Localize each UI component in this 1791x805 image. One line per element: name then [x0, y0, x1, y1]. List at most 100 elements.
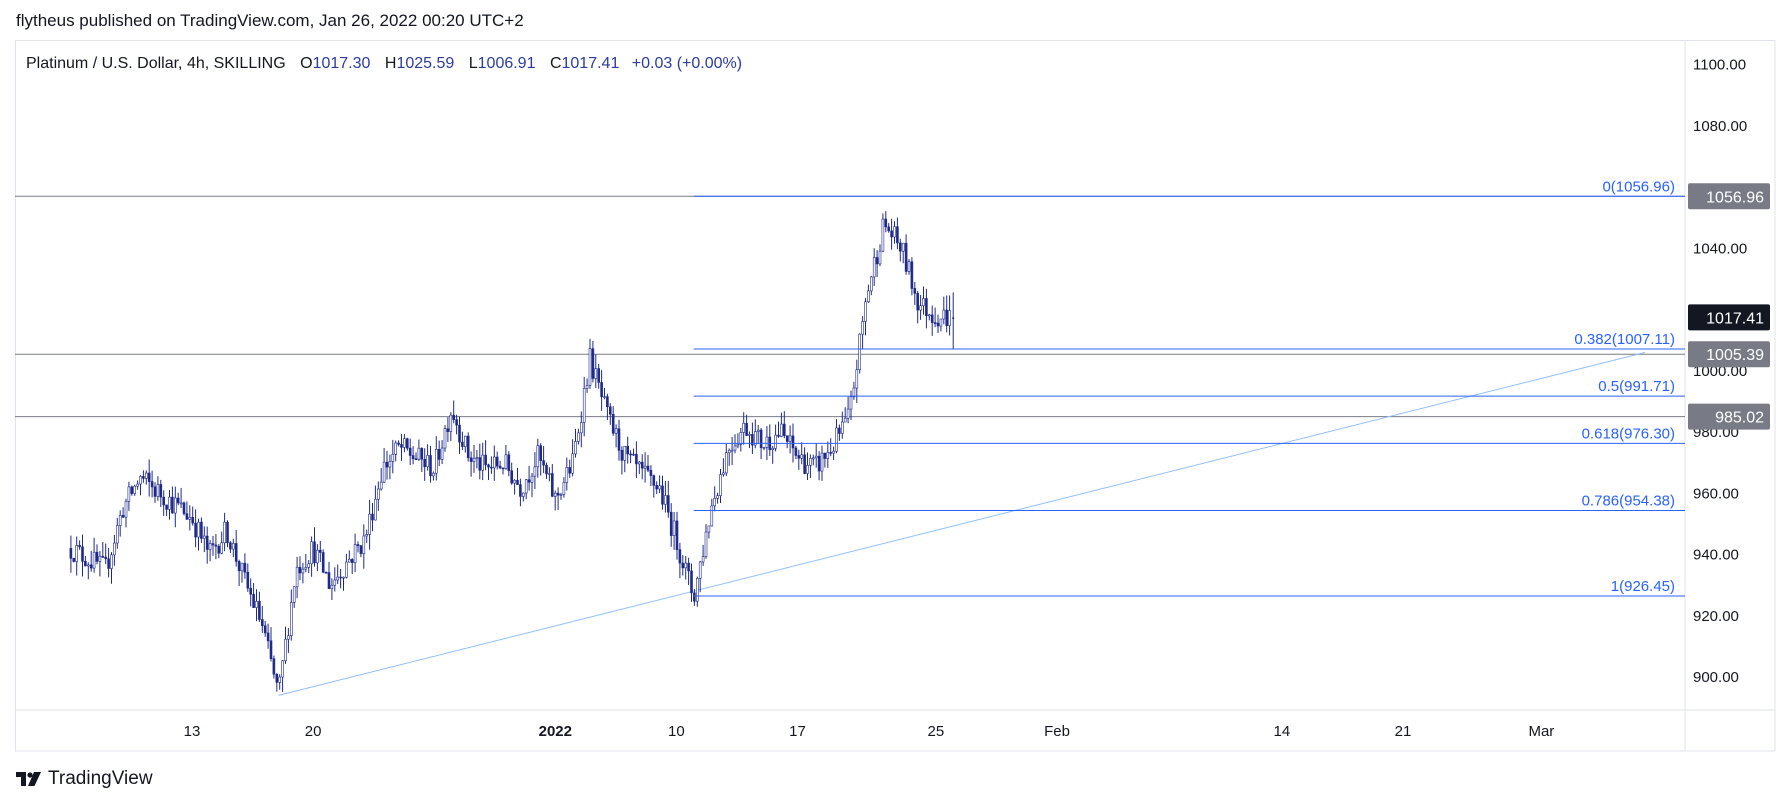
candle: [904, 234, 908, 275]
candle: [753, 419, 757, 449]
candle: [820, 445, 824, 481]
candle-body: [550, 473, 554, 497]
candle-body: [113, 542, 116, 556]
candle: [78, 540, 81, 550]
candle: [646, 454, 650, 473]
footer-brand: TradingView: [48, 768, 153, 789]
candle: [147, 459, 151, 497]
candle-body: [843, 417, 847, 423]
candle: [811, 454, 815, 466]
candle: [84, 556, 87, 567]
candle: [539, 443, 543, 476]
candle-body: [629, 453, 632, 456]
candle: [87, 562, 90, 580]
candle-body: [666, 495, 670, 513]
price-tag-label: 1017.41: [1706, 310, 1764, 327]
candle: [521, 492, 525, 502]
candle-body: [217, 545, 221, 554]
price-tag-bg: [1688, 183, 1770, 210]
candle: [374, 485, 377, 521]
candle-body: [739, 432, 743, 445]
candle-body: [382, 461, 386, 483]
candle: [260, 605, 264, 633]
candle: [803, 447, 806, 475]
candle: [449, 412, 453, 442]
candle-body: [394, 442, 398, 455]
candle-body: [930, 314, 934, 323]
publish-info: flytheus published on TradingView.com, J…: [16, 11, 524, 30]
candle: [675, 511, 679, 560]
candle: [263, 620, 267, 637]
candle-body: [237, 561, 241, 572]
candle: [887, 223, 891, 233]
y-tick-label: 1080.00: [1693, 118, 1747, 135]
candle: [133, 484, 136, 496]
candle-body: [124, 500, 128, 518]
candle-body: [675, 520, 679, 550]
candle: [179, 487, 183, 508]
candle: [345, 553, 348, 579]
candle-body: [266, 632, 270, 642]
candle-body: [704, 531, 708, 558]
candle-body: [298, 566, 302, 574]
candle: [301, 562, 305, 584]
candle-body: [913, 288, 917, 294]
candle-body: [110, 554, 113, 569]
candle-body: [397, 442, 400, 445]
x-tick-label: 17: [789, 723, 806, 740]
x-tick-label: 21: [1395, 723, 1412, 740]
candle-body: [571, 453, 574, 474]
x-tick-label: 13: [184, 723, 201, 740]
candle: [579, 411, 583, 448]
price-tag-label: 985.02: [1715, 410, 1764, 427]
candle: [382, 447, 386, 484]
chart-frame: [15, 40, 1775, 751]
candle: [397, 440, 400, 447]
candle-body: [519, 484, 522, 497]
candle-body: [730, 449, 734, 452]
candle: [600, 370, 603, 411]
candle: [208, 540, 212, 562]
candle-body: [289, 602, 293, 636]
candle-body: [608, 406, 612, 415]
candle: [713, 486, 717, 512]
candle: [174, 486, 177, 528]
candle: [736, 433, 740, 449]
footer[interactable]: TradingView: [16, 768, 153, 790]
candle: [910, 257, 914, 296]
candle: [849, 390, 853, 421]
candle-body: [150, 481, 154, 488]
candle-body: [542, 460, 545, 466]
candle-body: [142, 476, 145, 479]
candle: [159, 479, 163, 507]
candle: [304, 553, 308, 573]
candle: [162, 490, 165, 516]
candle: [782, 411, 786, 439]
candle-body: [255, 601, 258, 608]
candle-body: [849, 396, 853, 410]
candle: [930, 305, 934, 336]
candle-body: [530, 475, 534, 483]
candle-body: [797, 455, 801, 459]
candle-body: [185, 513, 189, 520]
candle: [942, 296, 946, 325]
candle: [98, 551, 102, 577]
candle-body: [751, 434, 754, 446]
candle: [548, 467, 551, 482]
candle: [875, 250, 879, 278]
candle-body: [472, 457, 476, 462]
candle-body: [426, 455, 429, 468]
candle-body: [829, 452, 833, 454]
candle-body: [733, 445, 737, 451]
candle: [255, 589, 258, 622]
candle: [426, 444, 429, 471]
candle: [226, 520, 229, 548]
symbol-name[interactable]: Platinum / U.S. Dollar, 4h, SKILLING: [26, 55, 286, 72]
candle: [203, 526, 206, 553]
candle-body: [116, 525, 119, 544]
candle-body: [168, 496, 171, 510]
candle: [597, 363, 601, 389]
candle: [693, 589, 696, 606]
candle: [307, 559, 311, 574]
